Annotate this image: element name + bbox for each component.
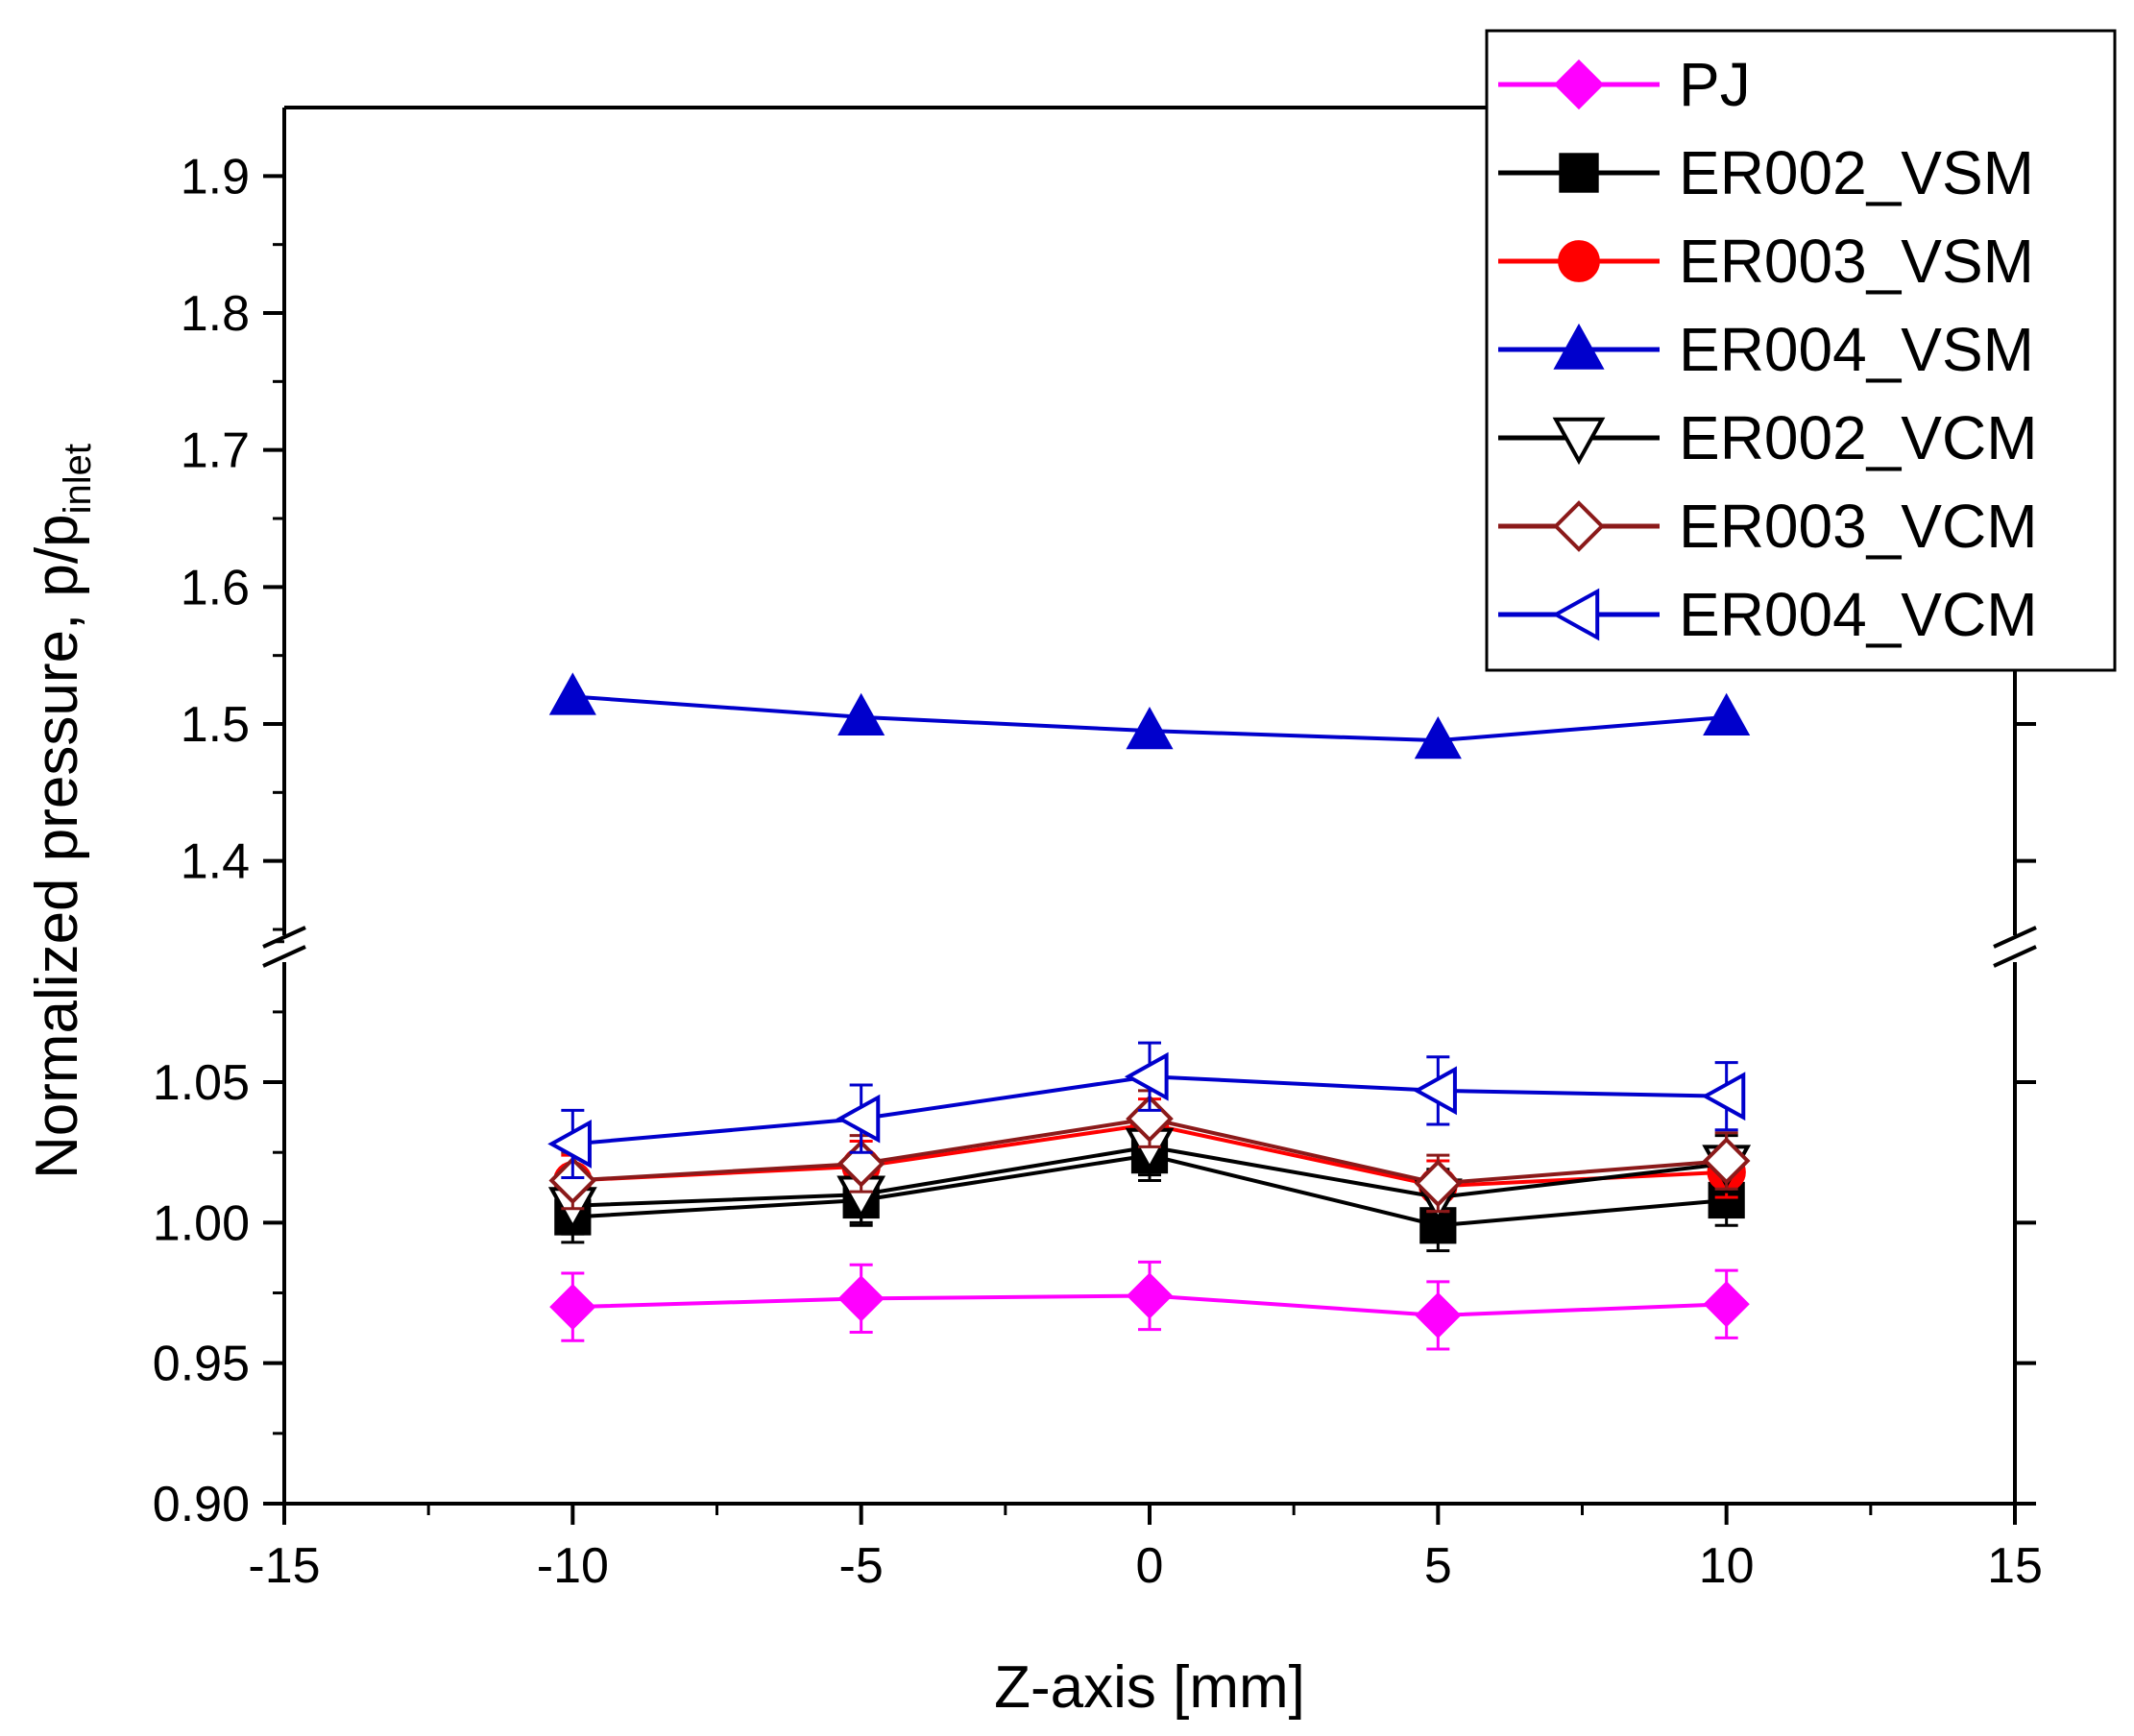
x-tick-label: 15: [1987, 1538, 2043, 1594]
legend-marker: [1559, 153, 1599, 193]
axis-break-mark: [1993, 926, 2037, 949]
axis-break-mark: [262, 945, 306, 968]
data-point: [1414, 1159, 1463, 1208]
y-axis-label-main: Normalized pressure, p/p: [24, 514, 90, 1179]
x-axis-label: Z-axis [mm]: [994, 1654, 1305, 1721]
legend-item: ER004_VCM: [1498, 580, 2038, 649]
legend-label: ER002_VCM: [1679, 403, 2038, 472]
data-point: [547, 1120, 592, 1169]
y-tick-label: 0.95: [153, 1337, 250, 1392]
x-tick-label: -15: [248, 1538, 320, 1594]
series-layer: [547, 672, 1752, 1351]
y-axis-label: Normalized pressure, p/pinlet: [24, 444, 99, 1179]
data-point: [1126, 1272, 1174, 1319]
data-point: [837, 692, 885, 735]
y-tick-label: 0.90: [153, 1477, 250, 1532]
data-point: [836, 1094, 881, 1144]
legend-item: ER002_VSM: [1498, 138, 2034, 207]
data-point: [1124, 1051, 1169, 1101]
y-tick-label: 1.8: [181, 286, 250, 342]
legend-marker: [1551, 588, 1600, 641]
x-tick-label: -10: [537, 1538, 609, 1594]
series-er004_vcm: [547, 1041, 1746, 1180]
data-point: [548, 672, 596, 715]
legend-label: ER003_VSM: [1679, 227, 2034, 296]
series-er004_vsm: [548, 672, 1751, 760]
data-point: [1701, 1072, 1746, 1121]
y-tick-label: 1.7: [181, 423, 250, 479]
legend-label: ER002_VSM: [1679, 138, 2034, 207]
data-point: [1702, 1137, 1751, 1185]
legend-item: PJ: [1498, 50, 1751, 119]
y-tick-label: 1.5: [181, 697, 250, 753]
data-point: [1126, 707, 1174, 750]
legend: PJ ER002_VSM ER003_VSM ER004_VSM ER002_VCM ER…: [1485, 29, 2117, 672]
axis-break-mark: [262, 926, 306, 949]
data-point: [1126, 1095, 1174, 1143]
legend-item: ER003_VSM: [1498, 227, 2034, 296]
x-tick-label: -5: [839, 1538, 884, 1594]
data-point: [837, 1275, 885, 1322]
data-point: [1703, 692, 1751, 735]
data-point: [1413, 1066, 1457, 1116]
x-tick-label: 5: [1424, 1538, 1452, 1594]
legend-marker: [1553, 323, 1605, 370]
data-point: [548, 1156, 597, 1205]
legend-marker: [1552, 417, 1606, 466]
data-point: [1415, 1291, 1462, 1339]
y-tick-label: 1.05: [153, 1055, 250, 1111]
x-tick-label: 10: [1699, 1538, 1755, 1594]
data-point: [1703, 1281, 1750, 1328]
data-point: [549, 1284, 596, 1331]
legend-label: PJ: [1679, 50, 1751, 119]
legend-marker: [1558, 240, 1600, 282]
y-tick-label: 1.00: [153, 1195, 250, 1251]
data-point: [1414, 716, 1462, 760]
legend-item: ER002_VCM: [1498, 403, 2038, 472]
legend-item: ER004_VSM: [1498, 315, 2034, 384]
x-axis-ticks: -15 -10 -5 0 5 10 15: [248, 1504, 2043, 1594]
legend-label: ER004_VCM: [1679, 580, 2038, 649]
y-axis-label-subscript: inlet: [57, 444, 99, 514]
legend-marker: [1553, 59, 1605, 110]
legend-item: ER003_VCM: [1498, 492, 2038, 561]
legend-marker: [1553, 500, 1605, 552]
y-tick-label: 1.9: [181, 149, 250, 205]
x-tick-label: 0: [1136, 1538, 1164, 1594]
axis-break-mark: [1993, 945, 2037, 968]
y-tick-label: 1.6: [181, 560, 250, 615]
legend-label: ER004_VSM: [1679, 315, 2034, 384]
series-pj: [549, 1260, 1750, 1351]
y-tick-label: 1.4: [181, 834, 250, 890]
legend-label: ER003_VCM: [1679, 492, 2038, 561]
